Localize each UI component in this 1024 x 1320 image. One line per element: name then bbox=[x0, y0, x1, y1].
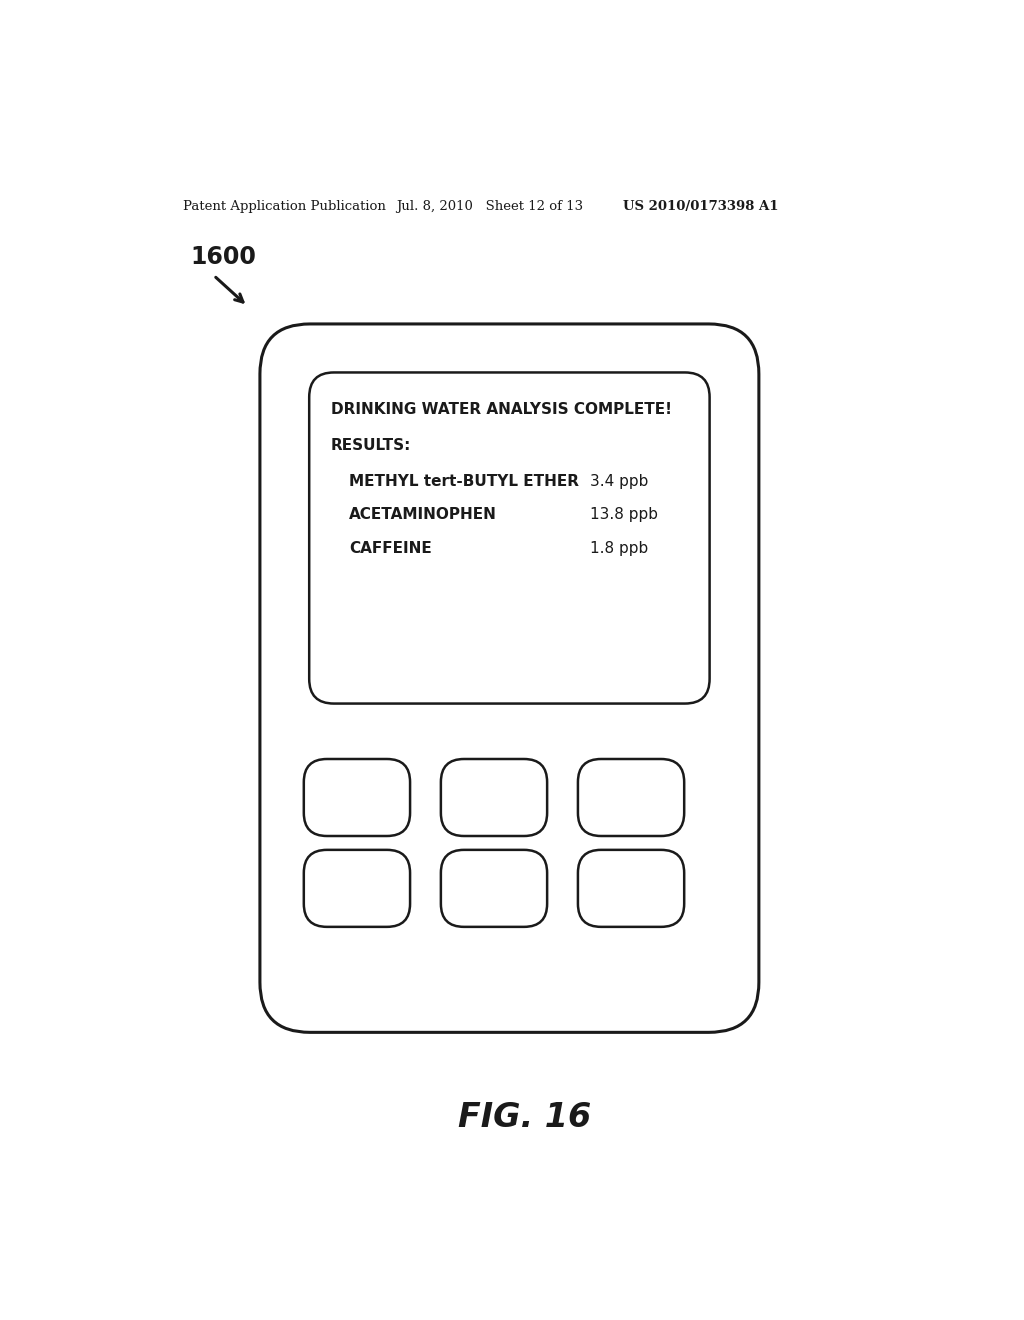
FancyBboxPatch shape bbox=[304, 759, 410, 836]
Text: US 2010/0173398 A1: US 2010/0173398 A1 bbox=[624, 199, 779, 213]
FancyBboxPatch shape bbox=[578, 759, 684, 836]
FancyBboxPatch shape bbox=[309, 372, 710, 704]
Text: Patent Application Publication: Patent Application Publication bbox=[183, 199, 386, 213]
Text: FIG. 16: FIG. 16 bbox=[458, 1101, 592, 1134]
Text: ACETAMINOPHEN: ACETAMINOPHEN bbox=[349, 507, 497, 523]
Text: METHYL tert-BUTYL ETHER: METHYL tert-BUTYL ETHER bbox=[349, 474, 580, 490]
FancyBboxPatch shape bbox=[578, 850, 684, 927]
FancyBboxPatch shape bbox=[441, 850, 547, 927]
FancyBboxPatch shape bbox=[441, 759, 547, 836]
Text: Jul. 8, 2010   Sheet 12 of 13: Jul. 8, 2010 Sheet 12 of 13 bbox=[396, 199, 584, 213]
Text: 13.8 ppb: 13.8 ppb bbox=[590, 507, 658, 523]
Text: 1.8 ppb: 1.8 ppb bbox=[590, 540, 648, 556]
FancyBboxPatch shape bbox=[260, 323, 759, 1032]
FancyBboxPatch shape bbox=[304, 850, 410, 927]
Text: DRINKING WATER ANALYSIS COMPLETE!: DRINKING WATER ANALYSIS COMPLETE! bbox=[331, 401, 672, 417]
Text: CAFFEINE: CAFFEINE bbox=[349, 540, 432, 556]
Text: 1600: 1600 bbox=[190, 246, 256, 269]
Text: 3.4 ppb: 3.4 ppb bbox=[590, 474, 648, 490]
Text: RESULTS:: RESULTS: bbox=[331, 438, 411, 453]
